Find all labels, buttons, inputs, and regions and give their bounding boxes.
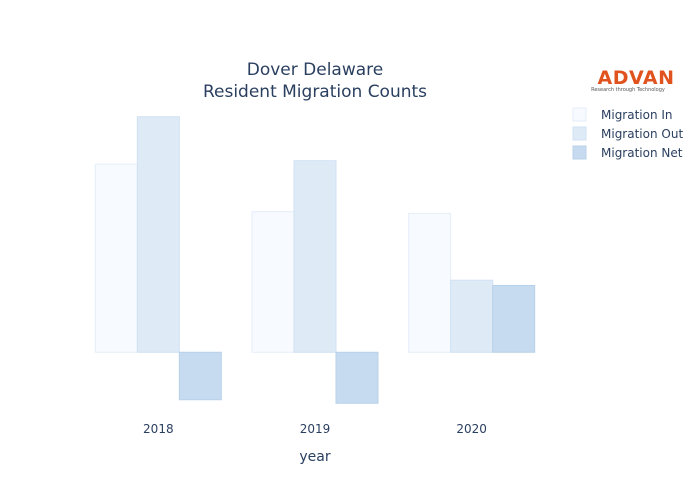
bar-migration-out-2018[interactable] [136, 116, 180, 353]
legend: Migration In Migration Out Migration Net [572, 107, 683, 160]
bar-migration-out-2019[interactable] [293, 160, 337, 353]
legend-item-migration-net[interactable]: Migration Net [572, 145, 683, 160]
bar-migration-in-2018[interactable] [94, 163, 138, 353]
bar-migration-net-2020[interactable] [492, 284, 536, 353]
legend-label: Migration Out [601, 127, 683, 141]
bar-migration-net-2018[interactable] [178, 351, 222, 401]
x-tick-label: 2018 [143, 422, 174, 436]
chart-title-line-1: Dover Delaware [247, 60, 384, 80]
logo-name: ADVAN [598, 67, 675, 89]
plot-area [94, 116, 536, 404]
chart-title: Dover Delaware Resident Migration Counts [203, 60, 427, 102]
legend-item-migration-out[interactable]: Migration Out [572, 126, 683, 141]
legend-swatch [572, 145, 587, 160]
legend-swatch [572, 126, 587, 141]
x-axis-ticks: 2018 2019 2020 [143, 422, 487, 436]
x-axis-title: year [299, 449, 330, 465]
bar-migration-net-2019[interactable] [335, 351, 379, 404]
logo: ADVAN Research through Technology [591, 67, 674, 93]
legend-item-migration-in[interactable]: Migration In [572, 107, 673, 122]
bar-migration-in-2019[interactable] [251, 211, 295, 353]
legend-swatch [572, 107, 587, 122]
legend-label: Migration In [601, 108, 673, 122]
x-tick-label: 2020 [456, 422, 487, 436]
legend-label: Migration Net [601, 146, 683, 160]
logo-tagline: Research through Technology [591, 87, 665, 93]
bar-migration-out-2020[interactable] [450, 279, 494, 353]
x-tick-label: 2019 [300, 422, 331, 436]
chart-title-line-2: Resident Migration Counts [203, 82, 427, 102]
bar-migration-in-2020[interactable] [408, 212, 452, 353]
